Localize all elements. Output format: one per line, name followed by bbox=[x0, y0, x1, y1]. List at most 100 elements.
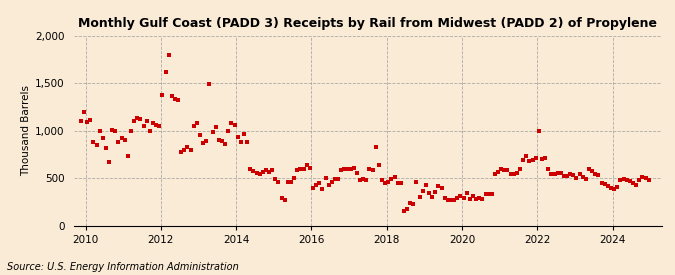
Point bbox=[433, 183, 444, 188]
Point bbox=[477, 197, 488, 201]
Point bbox=[101, 145, 111, 150]
Point bbox=[211, 125, 221, 129]
Point bbox=[254, 172, 265, 177]
Point bbox=[603, 184, 614, 188]
Point bbox=[335, 167, 346, 172]
Point bbox=[439, 195, 450, 200]
Point bbox=[116, 136, 127, 141]
Point bbox=[565, 172, 576, 176]
Point bbox=[487, 191, 497, 196]
Point bbox=[556, 171, 566, 175]
Point bbox=[549, 172, 560, 177]
Point bbox=[533, 128, 544, 133]
Point bbox=[129, 119, 140, 123]
Point bbox=[310, 183, 321, 187]
Point bbox=[154, 124, 165, 128]
Point bbox=[97, 136, 108, 141]
Point bbox=[392, 181, 403, 185]
Point bbox=[596, 181, 607, 185]
Point bbox=[141, 119, 152, 123]
Point bbox=[138, 124, 149, 128]
Point bbox=[76, 119, 86, 123]
Point bbox=[458, 196, 469, 201]
Point bbox=[630, 183, 641, 187]
Point bbox=[643, 178, 654, 182]
Point bbox=[286, 180, 296, 184]
Point bbox=[371, 145, 381, 149]
Point bbox=[238, 132, 249, 137]
Point bbox=[364, 166, 375, 171]
Point bbox=[470, 197, 481, 201]
Point bbox=[634, 178, 645, 182]
Point bbox=[342, 167, 353, 171]
Point bbox=[637, 174, 648, 179]
Point bbox=[352, 171, 362, 175]
Point bbox=[461, 191, 472, 196]
Point bbox=[367, 167, 378, 172]
Point bbox=[452, 195, 462, 200]
Point bbox=[317, 187, 328, 192]
Point bbox=[188, 124, 199, 128]
Point bbox=[301, 163, 312, 167]
Point bbox=[304, 166, 315, 170]
Point bbox=[223, 128, 234, 133]
Point bbox=[135, 117, 146, 121]
Point bbox=[612, 185, 622, 189]
Point bbox=[185, 147, 196, 152]
Point bbox=[417, 189, 428, 193]
Point bbox=[455, 194, 466, 198]
Point bbox=[543, 167, 554, 171]
Point bbox=[480, 192, 491, 196]
Point bbox=[443, 198, 454, 203]
Y-axis label: Thousand Barrels: Thousand Barrels bbox=[21, 85, 31, 176]
Point bbox=[333, 177, 344, 181]
Point bbox=[621, 178, 632, 182]
Point bbox=[107, 128, 117, 132]
Point bbox=[609, 187, 620, 191]
Point bbox=[345, 167, 356, 171]
Point bbox=[232, 134, 243, 139]
Point bbox=[562, 174, 572, 178]
Point bbox=[226, 121, 237, 125]
Point bbox=[580, 177, 591, 181]
Text: Source: U.S. Energy Information Administration: Source: U.S. Energy Information Administ… bbox=[7, 262, 238, 272]
Point bbox=[421, 183, 431, 187]
Point bbox=[389, 175, 400, 179]
Point bbox=[489, 172, 500, 177]
Point bbox=[91, 143, 102, 147]
Point bbox=[248, 169, 259, 174]
Point bbox=[169, 97, 180, 101]
Point bbox=[493, 170, 504, 174]
Point bbox=[514, 167, 525, 171]
Point bbox=[568, 173, 578, 177]
Point bbox=[104, 160, 115, 165]
Point bbox=[499, 167, 510, 172]
Point bbox=[251, 171, 262, 175]
Point bbox=[628, 181, 639, 185]
Point bbox=[144, 128, 155, 133]
Point bbox=[113, 140, 124, 145]
Point bbox=[358, 177, 369, 181]
Point bbox=[571, 175, 582, 180]
Point bbox=[414, 195, 425, 199]
Point bbox=[163, 53, 174, 57]
Point bbox=[474, 195, 485, 200]
Point bbox=[396, 181, 406, 185]
Point bbox=[217, 139, 227, 143]
Point bbox=[320, 176, 331, 180]
Point bbox=[282, 180, 293, 184]
Point bbox=[257, 170, 268, 175]
Point bbox=[204, 82, 215, 86]
Point bbox=[182, 145, 193, 149]
Point bbox=[110, 128, 121, 133]
Point bbox=[402, 207, 412, 211]
Point bbox=[179, 147, 190, 152]
Point bbox=[361, 178, 372, 182]
Point bbox=[298, 166, 309, 171]
Point bbox=[615, 178, 626, 183]
Point bbox=[502, 168, 513, 173]
Point bbox=[173, 98, 184, 102]
Point bbox=[605, 186, 616, 190]
Point bbox=[531, 155, 541, 160]
Point bbox=[430, 190, 441, 194]
